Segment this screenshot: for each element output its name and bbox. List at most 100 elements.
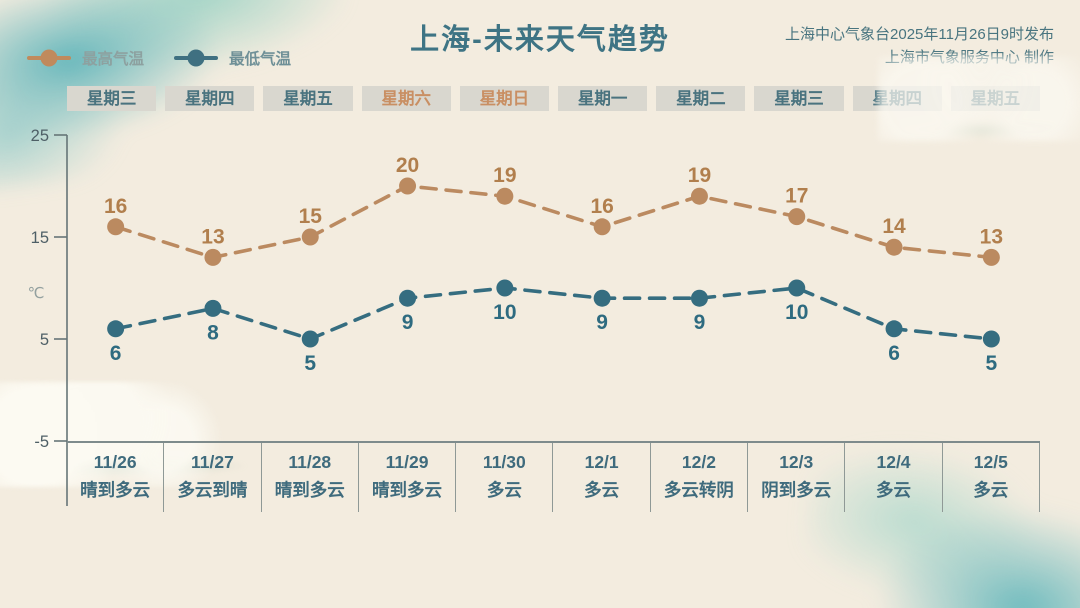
weekday-box-7: 星期三 (754, 86, 844, 111)
low-temp-point (982, 330, 1000, 348)
high-temp-point (496, 187, 514, 205)
forecast-date: 11/26 (93, 452, 137, 472)
high-temp-point (788, 208, 806, 226)
forecast-date: 11/29 (385, 452, 429, 472)
forecast-cell-8: 12/4 多云 (845, 443, 943, 512)
low-temp-value-label: 9 (402, 311, 414, 334)
low-temp-value-label: 9 (694, 311, 706, 334)
forecast-weather: 多云 (486, 480, 522, 500)
legend-item-high-temp: 最高气温 (27, 47, 144, 69)
low-temp-value-label: 10 (785, 301, 808, 324)
forecast-cell-9: 12/5 多云 (943, 443, 1040, 512)
low-temp-value-label: 9 (596, 311, 608, 334)
high-temp-value-label: 19 (493, 164, 516, 187)
low-temp-point (690, 289, 708, 307)
low-temp-line (113, 286, 994, 341)
legend-label-low: 最低气温 (229, 51, 292, 68)
weekday-box-0: 星期三 (67, 86, 157, 111)
high-temp-point (982, 248, 1000, 266)
weekday-box-5: 星期一 (558, 86, 648, 111)
forecast-date: 11/27 (191, 452, 234, 472)
y-axis-tick-label: 5 (40, 331, 49, 349)
low-temp-point (204, 299, 222, 317)
forecast-cell-6: 12/2 多云转阴 (651, 443, 749, 512)
forecast-cell-7: 12/3 阴到多云 (748, 443, 846, 512)
forecast-weather: 晴到多云 (274, 480, 345, 500)
forecast-cell-4: 11/30 多云 (456, 443, 554, 512)
forecast-weather: 多云 (876, 480, 912, 500)
high-temp-value-label: 13 (980, 225, 1003, 248)
high-temp-marker-icon (27, 49, 71, 67)
forecast-weather: 多云到晴 (177, 480, 248, 500)
forecast-date: 11/28 (288, 452, 332, 472)
forecast-cell-3: 11/29 晴到多云 (359, 443, 457, 512)
weekday-box-3: 星期六 (361, 86, 451, 111)
weekday-box-9: 星期五 (950, 86, 1041, 111)
chart-legend: 最高气温 最低气温 (27, 47, 291, 69)
high-temp-point (690, 187, 708, 205)
y-axis-tick-label: -5 (34, 433, 49, 451)
weekday-box-6: 星期二 (656, 86, 746, 111)
publish-line-1: 上海中心气象台2025年11月26日9时发布 (785, 26, 1054, 43)
forecast-date: 12/5 (973, 452, 1008, 472)
forecast-date: 12/3 (779, 452, 814, 472)
forecast-weather: 晴到多云 (372, 480, 443, 500)
low-temp-point (885, 320, 903, 338)
weekday-box-8: 星期四 (852, 86, 942, 111)
forecast-cell-0: 11/26 晴到多云 (67, 443, 165, 512)
forecast-table: 11/26 晴到多云 11/27 多云到晴 11/28 晴到多云 11/29 晴到多云 11/3… (67, 441, 1040, 512)
weekday-header-row: 星期三 星期四 星期五 星期六 星期日 星期一 星期二 星期三 星期四 星期五 (67, 86, 1041, 111)
forecast-weather: 多云转阴 (663, 480, 734, 500)
forecast-weather: 晴到多云 (80, 480, 151, 500)
forecast-cell-2: 11/28 晴到多云 (262, 443, 359, 512)
low-temp-point (301, 330, 319, 348)
low-temp-value-label: 6 (888, 342, 900, 365)
forecast-weather: 阴到多云 (761, 480, 832, 500)
high-temp-point (593, 218, 611, 236)
page-title: 上海-未来天气趋势 (410, 24, 670, 56)
low-temp-point (107, 320, 125, 338)
high-temp-point (885, 238, 903, 256)
high-temp-point (107, 218, 125, 236)
low-temp-value-label: 10 (493, 301, 516, 324)
forecast-date: 12/2 (681, 452, 716, 472)
forecast-cell-5: 12/1 多云 (553, 443, 651, 512)
legend-label-high: 最高气温 (82, 51, 145, 68)
high-temp-value-label: 15 (299, 205, 323, 228)
forecast-date: 12/4 (876, 452, 911, 472)
low-temp-point (399, 289, 417, 307)
y-axis-unit-label: ℃ (28, 285, 45, 302)
low-temp-point (788, 279, 806, 297)
high-temp-value-label: 13 (201, 225, 224, 248)
publish-line-2: 上海市气象服务中心 制作 (884, 49, 1054, 66)
low-temp-value-label: 8 (207, 321, 219, 344)
forecast-date: 11/30 (482, 452, 526, 472)
high-temp-line (113, 184, 994, 260)
forecast-date: 12/1 (584, 452, 619, 472)
high-temp-value-label: 16 (104, 195, 127, 218)
high-temp-value-label: 19 (688, 164, 711, 187)
weekday-box-4: 星期日 (459, 86, 550, 111)
low-temp-marker-icon (174, 49, 219, 67)
forecast-weather: 多云 (973, 480, 1009, 500)
y-axis-tick-label: 25 (31, 127, 49, 145)
forecast-weather: 多云 (584, 480, 620, 500)
low-temp-value-label: 6 (110, 342, 122, 365)
forecast-cell-1: 11/27 多云到晴 (164, 443, 262, 512)
publish-info: 上海中心气象台2025年11月26日9时发布 上海市气象服务中心 制作 (785, 23, 1054, 69)
low-temp-value-label: 5 (986, 352, 998, 375)
low-temp-point (496, 279, 514, 297)
high-temp-point (204, 248, 222, 266)
legend-item-low-temp: 最低气温 (174, 47, 291, 69)
low-temp-point (593, 289, 611, 307)
high-temp-value-label: 20 (396, 154, 419, 177)
weekday-box-2: 星期五 (263, 86, 353, 111)
low-temp-value-label: 5 (304, 352, 316, 375)
y-axis-tick-label: 15 (31, 229, 49, 247)
high-temp-value-label: 14 (882, 215, 906, 238)
high-temp-value-label: 17 (785, 185, 808, 208)
high-temp-point (301, 228, 319, 246)
weekday-box-1: 星期四 (165, 86, 255, 111)
high-temp-value-label: 16 (590, 195, 613, 218)
